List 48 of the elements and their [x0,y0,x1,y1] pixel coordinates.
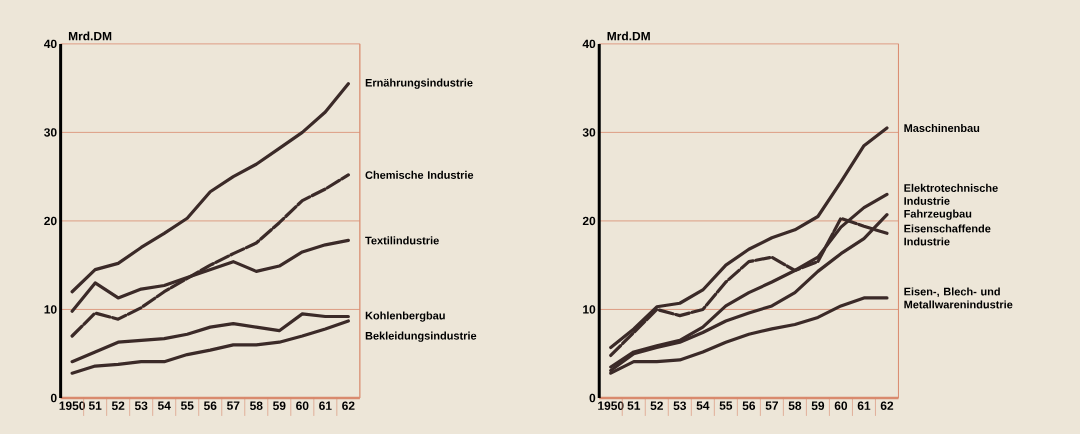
x-tick-label: 51 [88,401,102,410]
x-tick-label: 57 [226,401,240,410]
y-tick-label: 30 [582,128,596,137]
x-tick-label: 53 [673,401,687,411]
x-tick-label: 60 [834,401,848,411]
x-tick-label: 54 [157,401,171,410]
y-tick-label: 10 [583,305,596,314]
x-tick-label: 56 [203,401,217,411]
x-tick-label: 54 [696,401,710,410]
x-tick-label: 61 [857,401,871,411]
x-tick-label: 57 [765,401,779,410]
x-tick-label: 62 [342,401,355,411]
y-tick-label: 30 [44,128,57,137]
y-tick-label: 40 [582,39,596,49]
x-tick-label: 58 [250,401,263,411]
y-axis-title: Mrd.DM [607,31,650,41]
series-label: Maschinenbau [904,124,980,133]
y-tick-label: 0 [50,393,57,403]
y-tick-label: 0 [589,393,596,403]
x-tick-label: 52 [111,401,125,411]
x-tick-label: 59 [273,401,286,411]
x-tick-label: 1950 [59,401,85,411]
x-tick-label: 58 [788,401,802,411]
x-tick-label: 52 [650,401,663,411]
series-label: Textilindustrie [365,236,439,245]
x-tick-label: 62 [880,401,894,411]
y-tick-label: 40 [43,39,57,49]
x-tick-label: 55 [719,401,733,410]
series-label: Fahrzeugbau [904,209,972,220]
series-label: Bekleidungsindustrie [365,331,477,342]
x-tick-label: 55 [180,401,194,410]
series-label: Ernährungsindustrie [365,78,473,89]
x-tick-label: 56 [742,401,756,411]
y-tick-label: 10 [44,305,57,314]
y-axis-title: Mrd.DM [68,31,112,41]
x-tick-label: 1950 [598,401,624,411]
y-tick-label: 20 [44,216,57,226]
series-label: Eisen-, Blech- und Metallwarenindustrie [904,287,1013,309]
series-label: Chemische Industrie [365,170,474,179]
x-tick-label: 60 [296,401,309,411]
x-tick-label: 61 [319,401,332,411]
series-label: Eisenschaffende Industrie [904,224,991,246]
x-tick-label: 53 [134,401,148,411]
y-tick-label: 20 [582,216,596,226]
series-label: Elektrotechnische Industrie [904,183,998,205]
x-tick-label: 59 [811,401,825,411]
series-label: Kohlenbergbau [365,311,445,322]
x-tick-label: 51 [627,401,641,410]
